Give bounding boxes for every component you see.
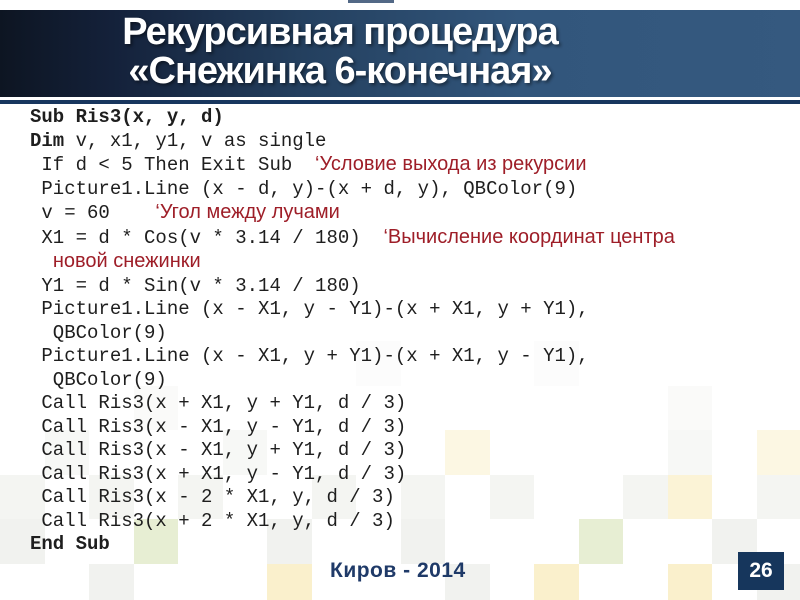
code-line: Call Ris3(x - X1, y - Y1, d / 3): [30, 416, 800, 440]
checker-cell: [400, 519, 445, 564]
code-text: Call Ris3(x + X1, y + Y1, d / 3): [30, 392, 407, 414]
code-line: Call Ris3(x + X1, y + Y1, d / 3): [30, 392, 800, 416]
code-text: v = 60: [30, 202, 156, 224]
checker-cell: [667, 430, 712, 475]
checker-cell: [267, 519, 312, 564]
checker-cell: [89, 474, 134, 519]
checker-cell: [445, 563, 490, 600]
code-text: Dim: [30, 129, 65, 152]
code-line: Picture1.Line (x - d, y)-(x + d, y), QBC…: [30, 178, 800, 202]
checker-cell: [0, 519, 45, 564]
checker-cell: [133, 519, 178, 564]
code-comment: новой снежинки: [52, 250, 201, 272]
code-line: If d < 5 Then Exit Sub ‘Условие выхода и…: [30, 153, 800, 178]
code-line: Call Ris3(x + 2 * X1, y, d / 3): [30, 510, 800, 534]
code-line: Picture1.Line (x - X1, y - Y1)-(x + X1, …: [30, 298, 800, 322]
code-comment: ‘Угол между лучами: [155, 201, 340, 223]
code-text: Picture1.Line (x - d, y)-(x + d, y), QBC…: [30, 177, 578, 200]
code-line: Call Ris3(x - 2 * X1, y, d / 3): [30, 486, 800, 510]
checker-cell: [534, 341, 579, 386]
title-separator-line: [0, 100, 800, 104]
code-line: Y1 = d * Sin(v * 3.14 / 180): [30, 275, 800, 299]
checker-cell: [356, 341, 401, 386]
checker-cell: [445, 430, 490, 475]
code-text: End Sub: [30, 533, 110, 555]
code-line: End Sub: [30, 533, 800, 557]
checker-cell: [667, 474, 712, 519]
checker-cell: [623, 474, 668, 519]
checker-cell: [311, 474, 356, 519]
code-text: Call Ris3(x + 2 * X1, y, d / 3): [30, 509, 395, 532]
code-text: Picture1.Line (x - X1, y - Y1)-(x + X1, …: [30, 298, 589, 320]
checker-cell: [667, 563, 712, 600]
code-line: Sub Ris3(x, y, d): [30, 106, 800, 130]
page-number-badge: 26: [738, 552, 784, 590]
code-line: X1 = d * Cos(v * 3.14 / 180) ‘Вычисление…: [30, 226, 800, 251]
code-text: v, x1, y1, v as single: [64, 129, 327, 152]
code-text: Sub Ris3(x, y, d): [30, 106, 224, 128]
top-accent-dash: [348, 0, 394, 3]
slide-title-bar: Рекурсивная процедура «Снежинка 6-конечн…: [0, 10, 800, 97]
code-text: QBColor(9): [30, 321, 167, 344]
code-comment: ‘Вычисление координат центра: [383, 225, 675, 248]
code-text: [30, 251, 53, 273]
code-line: Dim v, x1, y1, v as single: [30, 130, 800, 154]
checker-cell: [489, 474, 534, 519]
checker-cell: [44, 430, 89, 475]
checker-cell: [267, 563, 312, 600]
code-text: X1 = d * Cos(v * 3.14 / 180): [30, 226, 384, 249]
code-line: Call Ris3(x + X1, y - Y1, d / 3): [30, 463, 800, 487]
slide-title-line1: Рекурсивная процедура: [122, 11, 559, 53]
checker-cell: [667, 385, 712, 430]
checker-cell: [89, 563, 134, 600]
code-text: QBColor(9): [30, 368, 167, 391]
code-line: QBColor(9): [30, 369, 800, 393]
code-line: новой снежинки: [30, 250, 800, 275]
code-line: v = 60 ‘Угол между лучами: [30, 201, 800, 226]
code-text: If d < 5 Then Exit Sub: [30, 154, 316, 176]
code-text: Call Ris3(x - X1, y - Y1, d / 3): [30, 415, 407, 438]
checker-cell: [222, 430, 267, 475]
checker-cell: [178, 474, 223, 519]
code-text: Call Ris3(x - 2 * X1, y, d / 3): [30, 486, 395, 508]
code-text: Y1 = d * Sin(v * 3.14 / 180): [30, 274, 361, 297]
checker-cell: [578, 519, 623, 564]
code-comment: ‘Условие выхода из рекурсии: [315, 153, 587, 175]
code-text: Picture1.Line (x - X1, y + Y1)-(x + X1, …: [30, 345, 589, 367]
code-text: Call Ris3(x - X1, y + Y1, d / 3): [30, 439, 407, 461]
checker-cell: [133, 385, 178, 430]
checker-cell: [756, 430, 800, 475]
checker-cell: [756, 474, 800, 519]
code-text: Call Ris3(x + X1, y - Y1, d / 3): [30, 462, 407, 485]
code-block: Sub Ris3(x, y, d) Dim v, x1, y1, v as sin…: [30, 106, 800, 557]
checker-cell: [534, 563, 579, 600]
code-line: Call Ris3(x - X1, y + Y1, d / 3): [30, 439, 800, 463]
code-line: Picture1.Line (x - X1, y + Y1)-(x + X1, …: [30, 345, 800, 369]
footer-location-year: Киров - 2014: [330, 559, 466, 582]
checker-cell: [0, 474, 45, 519]
code-line: QBColor(9): [30, 322, 800, 346]
checker-cell: [400, 474, 445, 519]
slide-title: Рекурсивная процедура «Снежинка 6-конечн…: [0, 13, 680, 91]
slide-title-line2: «Снежинка 6-конечная»: [128, 50, 552, 92]
